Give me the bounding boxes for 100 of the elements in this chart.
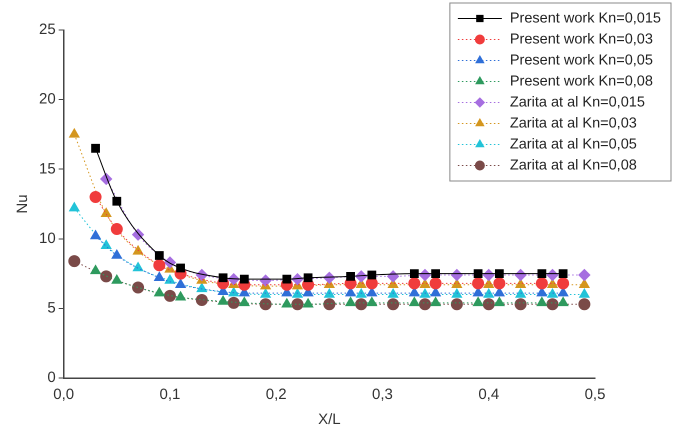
point xyxy=(558,269,568,278)
x-tick-label: 0,5 xyxy=(584,386,606,404)
y-tick-label: 0 xyxy=(47,369,56,386)
y-tick-label: 5 xyxy=(47,300,56,317)
point xyxy=(175,291,186,301)
point xyxy=(472,277,484,290)
point xyxy=(112,274,122,284)
point xyxy=(367,270,376,280)
point xyxy=(228,287,239,296)
point xyxy=(323,298,336,310)
point xyxy=(430,296,441,306)
x-tick-label: 0,2 xyxy=(266,386,287,404)
point xyxy=(69,202,80,212)
legend-label: Zarita at al Kn=0,05 xyxy=(510,136,637,152)
point xyxy=(90,264,101,274)
point xyxy=(282,274,292,284)
y-tick-label: 15 xyxy=(38,160,56,178)
x-tick-label: 0,1 xyxy=(160,386,180,404)
point xyxy=(154,287,165,296)
point xyxy=(483,288,494,298)
x-axis-title: X/L xyxy=(318,411,341,428)
point xyxy=(431,269,440,278)
point xyxy=(304,273,312,282)
point xyxy=(356,288,366,298)
point xyxy=(482,298,495,310)
point xyxy=(164,274,176,284)
point xyxy=(100,270,112,282)
point xyxy=(100,208,112,217)
point xyxy=(515,278,526,288)
point xyxy=(132,245,144,255)
point xyxy=(90,230,101,240)
legend-label: Present work Kn=0,05 xyxy=(510,52,653,68)
legend-label: Zarita at al Kn=0,03 xyxy=(510,116,637,132)
point xyxy=(176,264,185,272)
point xyxy=(536,277,548,290)
point xyxy=(153,259,166,272)
point xyxy=(260,298,272,310)
point xyxy=(578,298,590,310)
point xyxy=(240,274,249,284)
y-tick-label: 20 xyxy=(38,90,56,108)
point xyxy=(547,288,558,298)
point xyxy=(260,288,271,298)
point xyxy=(218,295,228,305)
point xyxy=(302,298,314,308)
point xyxy=(420,288,430,298)
point xyxy=(132,262,144,272)
point xyxy=(228,296,240,309)
legend-label: Present work Kn=0,015 xyxy=(510,10,662,26)
point xyxy=(420,278,430,288)
point xyxy=(410,269,419,278)
point xyxy=(483,278,494,288)
point xyxy=(557,277,570,290)
y-tick-label: 25 xyxy=(38,21,56,38)
point xyxy=(536,296,548,306)
x-tick-label: 0,3 xyxy=(372,386,393,404)
point xyxy=(112,250,122,259)
point xyxy=(388,288,398,298)
point xyxy=(196,294,208,306)
point xyxy=(418,298,431,310)
y-tick-label: 10 xyxy=(38,230,56,247)
point xyxy=(514,298,527,310)
point xyxy=(452,288,462,298)
point xyxy=(324,288,335,298)
point xyxy=(112,196,122,206)
point xyxy=(110,223,123,236)
point xyxy=(537,269,546,278)
point xyxy=(90,191,102,204)
y-axis-title: Nu xyxy=(14,194,32,214)
point xyxy=(493,277,506,290)
point xyxy=(409,296,420,306)
point xyxy=(450,298,463,310)
point xyxy=(579,278,590,288)
point xyxy=(282,298,292,308)
x-tick-label: 0,4 xyxy=(478,386,500,404)
point xyxy=(494,269,504,278)
point xyxy=(547,278,558,288)
point xyxy=(164,290,176,302)
legend-label: Present work Kn=0,08 xyxy=(510,74,653,90)
point xyxy=(154,251,164,260)
point xyxy=(494,296,505,306)
x-tick-label: 0,0 xyxy=(53,386,74,404)
point xyxy=(472,296,484,306)
point xyxy=(175,278,186,288)
point xyxy=(430,277,442,290)
legend-label: Zarita at al Kn=0,08 xyxy=(510,158,637,174)
point xyxy=(100,240,112,250)
point xyxy=(239,296,250,306)
point xyxy=(132,282,144,294)
point xyxy=(578,268,590,281)
point xyxy=(546,298,558,310)
legend-label: Zarita at al Kn=0,015 xyxy=(510,94,645,110)
point xyxy=(558,296,568,306)
point xyxy=(474,269,482,278)
point xyxy=(579,288,590,298)
point xyxy=(387,298,400,310)
point xyxy=(366,296,378,306)
point xyxy=(408,277,420,290)
point xyxy=(68,255,80,268)
point xyxy=(218,273,228,282)
point xyxy=(91,144,100,153)
